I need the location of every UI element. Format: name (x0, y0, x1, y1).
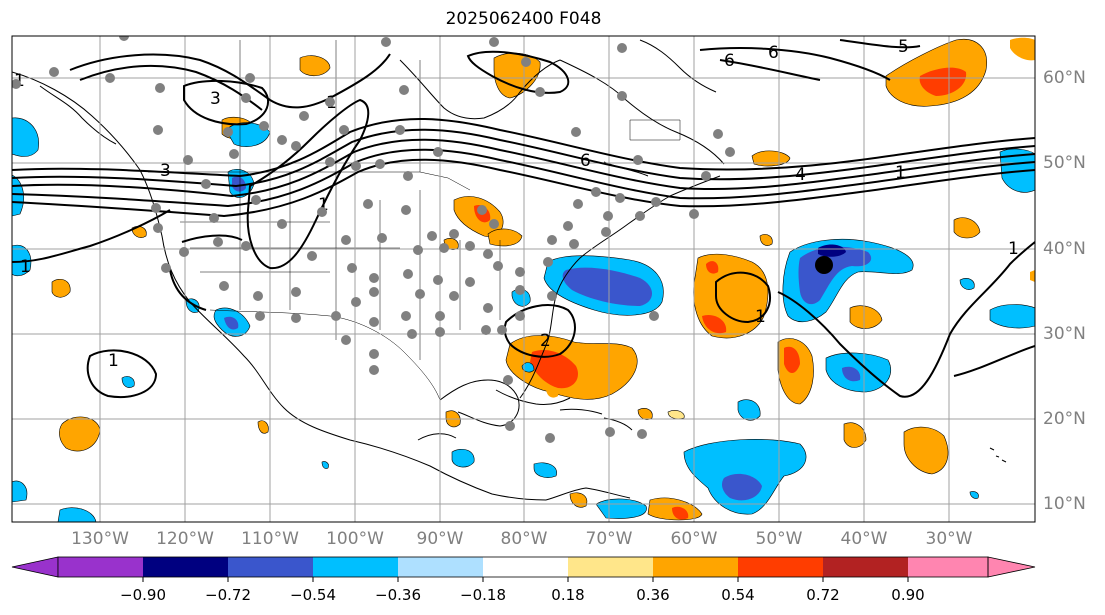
lon-label: 120°W (156, 529, 214, 549)
colorbar-tick-label: −0.18 (460, 586, 506, 604)
contour-label: 2 (540, 331, 551, 351)
station-markers (12, 36, 735, 443)
colorbar-bin (738, 557, 823, 577)
colorbar-bin (568, 557, 653, 577)
lon-label: 130°W (71, 529, 129, 549)
lat-label: 60°N (1043, 68, 1086, 88)
contour-label: 1 (20, 257, 31, 277)
contour-label: 6 (580, 151, 591, 171)
lat-label: 10°N (1043, 494, 1086, 514)
colorbar-extend-high (987, 556, 1036, 578)
contour-label: 4 (795, 165, 806, 185)
colorbar-bin (228, 557, 313, 577)
lon-label: 50°W (755, 529, 803, 549)
contour-label: 3 (160, 161, 171, 181)
contour-label: 6 (724, 51, 735, 71)
lon-label: 110°W (241, 529, 299, 549)
contour-label: 6 (768, 43, 779, 63)
marked-point (815, 256, 833, 274)
colorbar-bin (483, 557, 568, 577)
lat-label: 50°N (1043, 153, 1086, 173)
lon-label: 100°W (326, 529, 384, 549)
colorbar-bin (398, 557, 483, 577)
colorbar-bin (58, 557, 143, 577)
lon-label: 90°W (416, 529, 464, 549)
lat-label: 40°N (1043, 239, 1086, 259)
colorbar-tick-label: −0.90 (120, 586, 166, 604)
map-title: 2025062400 F048 (445, 9, 602, 29)
colorbar-tick-label: −0.72 (205, 586, 251, 604)
colorbar-tick-label: −0.36 (375, 586, 421, 604)
coastlines (12, 39, 1007, 501)
colorbar-tick-label: 0.18 (551, 586, 585, 604)
anomaly-fills (12, 37, 1035, 522)
lat-label: 20°N (1043, 409, 1086, 429)
map-frame (11, 35, 1036, 523)
colorbar-tick-label: 0.90 (891, 586, 925, 604)
colorbar-bin (313, 557, 398, 577)
lon-label: 70°W (585, 529, 633, 549)
colorbar-extend-low (11, 556, 59, 578)
contour-label: 1 (318, 195, 329, 215)
colorbar-bin (823, 557, 908, 577)
lon-label: 40°W (840, 529, 888, 549)
lon-label: 30°W (925, 529, 973, 549)
contour-label: 5 (898, 37, 909, 57)
contour-label: 1 (895, 163, 906, 183)
contours (12, 39, 1035, 398)
colorbar-bin (143, 557, 228, 577)
lon-label: 60°W (670, 529, 718, 549)
contour-label: 1 (755, 307, 766, 327)
lon-label: 80°W (500, 529, 548, 549)
contour-labels: 3 1 6 4 1 1 1 1 2 3 5 6 6 1 1 1 (14, 37, 1019, 371)
colorbar-tick-label: 0.72 (806, 586, 840, 604)
contour-label: 1 (1008, 239, 1019, 259)
colorbar-tick-label: −0.54 (290, 586, 336, 604)
contour-label: 1 (108, 351, 119, 371)
colorbar (11, 556, 1036, 582)
colorbar-tick-label: 0.36 (636, 586, 670, 604)
colorbar-bin (908, 557, 988, 577)
colorbar-tick-label: 0.54 (721, 586, 755, 604)
colorbar-bin (653, 557, 738, 577)
contour-label: 3 (210, 89, 221, 109)
lat-label: 30°N (1043, 324, 1086, 344)
